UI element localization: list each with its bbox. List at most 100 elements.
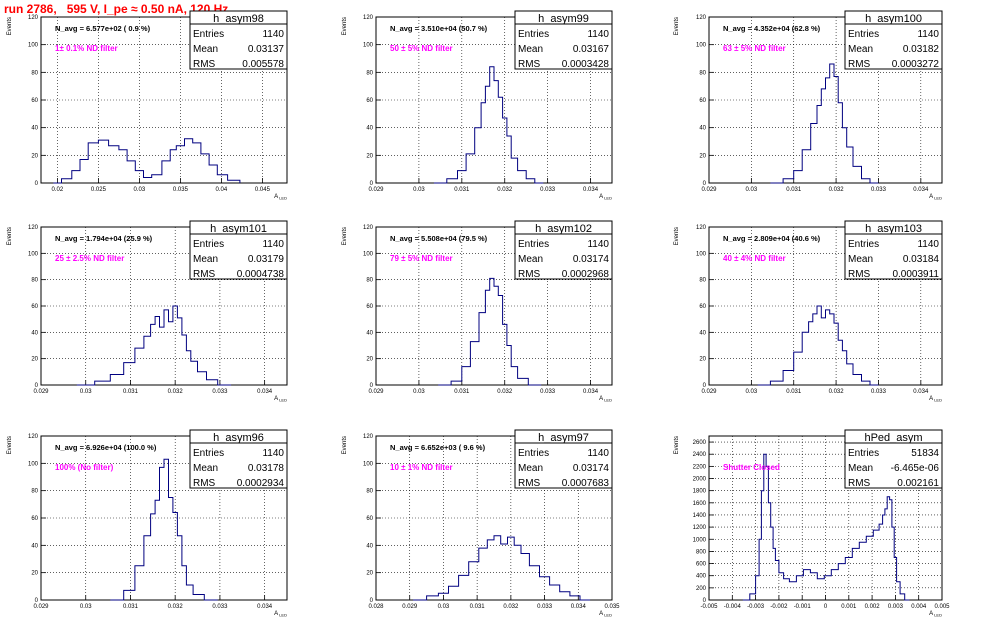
hist-hPed_asym-stats-value: -6.465e-06 — [891, 463, 940, 474]
hist-h_asym103-y-tick-label: 80 — [699, 278, 706, 284]
hist-h_asym97-y-tick-label: 0 — [370, 598, 374, 604]
hist-h_asym101-y-tick-label: 20 — [31, 357, 38, 363]
hist-h_asym96-stats-value: 0.03178 — [248, 463, 285, 474]
hist-h_asym102-stats-key: Mean — [518, 254, 543, 265]
hist-h_asym103-stats-value: 0.03184 — [903, 254, 940, 265]
hist-h_asym103-stats-key: RMS — [848, 269, 871, 280]
hist-h_asym102-y-tick-label: 0 — [370, 383, 374, 389]
hist-h_asym96-y-axis-label: Events — [7, 436, 13, 454]
hist-h_asym97-x-tick-label: 0.028 — [368, 604, 384, 610]
hist-h_asym103-y-tick-label: 0 — [703, 383, 707, 389]
hist-hPed_asym-y-tick-label: 2200 — [693, 464, 707, 470]
hist-hPed_asym-y-tick-label: 400 — [696, 574, 707, 580]
hist-h_asym101-stats-title: h_asym101 — [210, 223, 267, 235]
hist-h_asym101-y-axis-label: Events — [7, 227, 13, 245]
hist-h_asym96-stats-key: RMS — [193, 478, 216, 489]
hist-h_asym96-navg-label: N_avg = 6.926e+04 (100.0 %) — [55, 443, 157, 452]
hist-h_asym102-y-tick-label: 120 — [363, 225, 374, 231]
hist-hPed_asym-y-tick-label: 1200 — [693, 525, 707, 531]
hist-h_asym101-y-tick-label: 60 — [31, 304, 38, 310]
hist-h_asym98-y-tick-label: 80 — [31, 70, 38, 76]
hist-h_asym101-y-tick-label: 40 — [31, 330, 38, 336]
hist-h_asym99-y-tick-label: 0 — [370, 181, 374, 187]
hist-h_asym103-x-tick-label: 0.034 — [913, 389, 929, 395]
hist-hPed_asym-y-tick-label: 2400 — [693, 452, 707, 458]
hist-h_asym100-series-line — [770, 63, 879, 184]
hist-h_asym98-x-axis-label: A LED — [274, 194, 287, 201]
hist-h_asym102-stats-key: RMS — [518, 269, 541, 280]
hist-h_asym97-y-tick-label: 120 — [363, 434, 374, 440]
hist-h_asym100-stats-title: h_asym100 — [865, 13, 922, 25]
hist-h_asym99-stats-title: h_asym99 — [538, 13, 589, 25]
hist-h_asym97-series-line — [413, 535, 591, 601]
hist-h_asym103-stats-key: Entries — [848, 239, 879, 250]
hist-hPed_asym-x-tick-label: -0.001 — [794, 604, 812, 610]
hist-h_asym100-x-tick-label: 0.03 — [746, 187, 758, 193]
hist-h_asym100-stats-value: 0.0003272 — [892, 59, 940, 70]
hist-h_asym98-stats-key: Mean — [193, 44, 218, 55]
hist-h_asym100-filter-label: 63 ± 5% ND filter — [723, 44, 786, 53]
hist-h_asym98-stats-box — [189, 10, 288, 70]
hist-h_asym99-x-axis-label: A LED — [599, 194, 612, 201]
hist-hPed_asym-x-tick-label: 0.002 — [865, 604, 881, 610]
hist-h_asym100-x-tick-label: 0.034 — [913, 187, 929, 193]
hist-h_asym96-x-tick-label: 0.033 — [212, 604, 228, 610]
hist-h_asym98-y-tick-label: 100 — [28, 43, 39, 49]
hist-h_asym99-y-tick-label: 20 — [366, 153, 373, 159]
hist-h_asym102-x-tick-label: 0.031 — [454, 389, 470, 395]
hist-h_asym102-y-axis-label: Events — [342, 227, 348, 245]
hist-h_asym97-x-axis-label: A LED — [599, 611, 612, 618]
hist-hPed_asym-x-tick-label: -0.005 — [700, 604, 718, 610]
hist-h_asym97-y-tick-label: 40 — [366, 543, 373, 549]
hist-h_asym102-x-tick-label: 0.033 — [540, 389, 556, 395]
hist-h_asym102-x-tick-label: 0.032 — [497, 389, 513, 395]
hist-h_asym98-stats-value: 0.005578 — [242, 59, 284, 70]
hist-h_asym100-x-tick-label: 0.031 — [786, 187, 802, 193]
hist-h_asym97-x-tick-label: 0.03 — [438, 604, 450, 610]
hist-h_asym99-y-axis-label: Events — [342, 17, 348, 35]
hist-hPed_asym-x-tick-label: -0.004 — [724, 604, 742, 610]
hist-h_asym97-x-tick-label: 0.034 — [571, 604, 587, 610]
hist-h_asym101-y-tick-label: 120 — [28, 225, 39, 231]
hist-h_asym98-y-tick-label: 40 — [31, 126, 38, 132]
hist-hPed_asym-y-tick-label: 2600 — [693, 440, 707, 446]
hist-h_asym99-x-tick-label: 0.032 — [497, 187, 513, 193]
hist-hPed_asym-x-tick-label: 0.004 — [911, 604, 927, 610]
hist-h_asym99-stats-key: RMS — [518, 59, 541, 70]
hist-h_asym99-stats-value: 1140 — [587, 29, 609, 40]
hist-hPed_asym-y-tick-label: 1400 — [693, 513, 707, 519]
hist-h_asym96-filter-label: 100% (No filter) — [55, 463, 114, 472]
hist-h_asym97-x-tick-label: 0.035 — [604, 604, 620, 610]
hist-h_asym96-y-tick-label: 80 — [31, 489, 38, 495]
hist-hPed_asym-x-axis-label: A LED — [929, 611, 942, 618]
hist-hPed_asym-stats-key: RMS — [848, 478, 871, 489]
hist-h_asym102-y-tick-label: 60 — [366, 304, 373, 310]
hist-h_asym97-y-axis-label: Events — [342, 436, 348, 454]
hist-h_asym96-stats-title: h_asym96 — [213, 432, 264, 444]
hist-h_asym103-x-axis-label: A LED — [929, 396, 942, 403]
hist-h_asym97-stats-key: Mean — [518, 463, 543, 474]
hist-h_asym99-y-tick-label: 40 — [366, 126, 373, 132]
hist-h_asym99-stats-key: Mean — [518, 44, 543, 55]
hist-h_asym98-x-tick-label: 0.02 — [52, 187, 64, 193]
hist-h_asym101-x-tick-label: 0.03 — [80, 389, 92, 395]
hist-hPed_asym-stats-value: 0.002161 — [897, 478, 939, 489]
hist-h_asym102-stats-title: h_asym102 — [535, 223, 592, 235]
hist-hPed_asym-y-tick-label: 200 — [696, 586, 707, 592]
hist-h_asym99-series-line — [433, 66, 544, 184]
hist-h_asym97-stats-value: 0.03174 — [573, 463, 610, 474]
hist-h_asym102-x-tick-label: 0.03 — [413, 389, 425, 395]
hist-hPed_asym-stats-key: Mean — [848, 463, 873, 474]
hist-hPed_asym-y-tick-label: 1000 — [693, 537, 707, 543]
hist-h_asym102-y-tick-label: 40 — [366, 330, 373, 336]
hist-h_asym100-y-tick-label: 40 — [699, 126, 706, 132]
hist-h_asym97-x-tick-label: 0.032 — [503, 604, 519, 610]
hist-h_asym98-x-tick-label: 0.04 — [216, 187, 228, 193]
hist-hPed_asym-x-tick-label: -0.003 — [747, 604, 765, 610]
hist-h_asym100-stats-key: Mean — [848, 44, 873, 55]
hist-hPed_asym-y-tick-label: 0 — [703, 598, 707, 604]
hist-h_asym102-filter-label: 79 ± 5% ND filter — [390, 254, 453, 263]
hist-h_asym102-stats-value: 0.0002968 — [562, 269, 610, 280]
hist-h_asym98-y-tick-label: 60 — [31, 98, 38, 104]
